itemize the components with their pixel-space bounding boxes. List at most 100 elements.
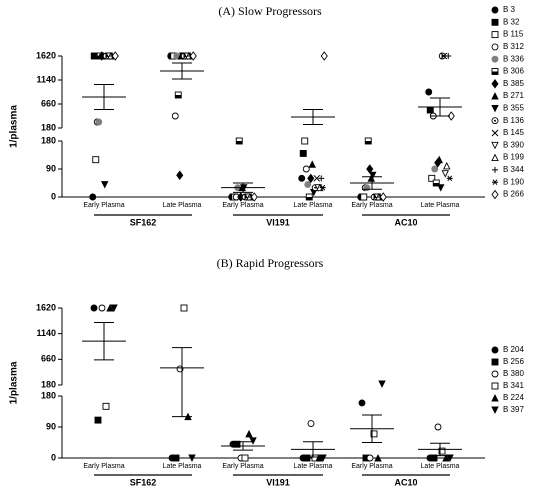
- data-point: [90, 52, 98, 60]
- data-point: [366, 454, 374, 462]
- data-point: [440, 52, 448, 60]
- y-tick-label: 0: [51, 191, 56, 201]
- x-tick-label: Late Plasma: [294, 202, 333, 209]
- legend-label: B 266: [503, 190, 524, 199]
- legend-marker: [491, 6, 499, 14]
- legend-label: B 312: [503, 42, 524, 51]
- marker-shape: [438, 447, 446, 455]
- marker-shape: [491, 129, 499, 137]
- data-point: [110, 304, 118, 313]
- marker-shape: [433, 183, 440, 186]
- data-point: [102, 402, 110, 410]
- data-point: [250, 192, 258, 202]
- error-bar: [233, 182, 253, 193]
- data-point: [446, 175, 453, 182]
- marker-shape: [366, 454, 374, 462]
- legend-label: B 256: [503, 357, 524, 366]
- marker-shape: [428, 174, 436, 182]
- legend-marker: [492, 179, 498, 186]
- legend-label: B 380: [503, 369, 524, 378]
- data-point: [428, 174, 436, 182]
- data-point: [437, 184, 445, 192]
- legend-marker: [491, 92, 499, 100]
- marker-shape: [365, 141, 372, 144]
- error-bar: [172, 347, 192, 418]
- marker-shape: [319, 184, 326, 191]
- error-bar: [362, 176, 382, 190]
- x-tick-label: Early Plasma: [83, 202, 124, 209]
- marker-shape: [303, 454, 311, 462]
- marker-shape: [233, 440, 241, 448]
- marker-shape: [491, 153, 499, 162]
- data-point: [106, 303, 114, 312]
- data-point: [441, 170, 449, 178]
- data-point: [241, 454, 249, 462]
- data-point: [447, 111, 455, 121]
- legend-marker: [491, 31, 499, 39]
- marker-shape: [434, 423, 442, 431]
- marker-shape: [491, 358, 499, 366]
- group-label: VI191: [266, 477, 290, 487]
- marker-shape: [307, 173, 315, 184]
- marker-shape: [245, 429, 253, 438]
- y-tick-label: 1620: [36, 50, 56, 60]
- legend-marker: [491, 153, 499, 162]
- x-tick-label: Early Plasma: [222, 463, 263, 470]
- marker-shape: [435, 155, 443, 164]
- data-point: [92, 156, 100, 164]
- data-point: [304, 181, 312, 189]
- marker-shape: [491, 79, 499, 89]
- data-point: [95, 118, 103, 126]
- data-point: [378, 380, 386, 388]
- marker-shape: [90, 304, 98, 312]
- legend-label: B 204: [503, 345, 524, 354]
- data-point: [171, 112, 179, 120]
- marker-shape: [442, 453, 450, 462]
- marker-shape: [298, 174, 306, 182]
- data-point: [249, 437, 257, 445]
- error-bar: [94, 84, 114, 110]
- marker-shape: [443, 161, 451, 170]
- chart-title: (A) Slow Progressors: [218, 4, 322, 18]
- marker-shape: [494, 119, 496, 122]
- marker-shape: [89, 193, 97, 201]
- legend-marker: [491, 18, 499, 26]
- marker-shape: [314, 186, 317, 189]
- marker-shape: [491, 189, 499, 200]
- data-point: [98, 304, 106, 312]
- marker-shape: [299, 149, 307, 157]
- data-point: [374, 453, 382, 462]
- y-tick-label: 1140: [36, 74, 56, 84]
- error-bar: [362, 414, 382, 443]
- data-point: [438, 447, 446, 455]
- data-point: [431, 165, 439, 173]
- legend-label: B 145: [503, 128, 524, 137]
- legend-marker: [492, 166, 498, 173]
- marker-shape: [379, 192, 387, 202]
- x-tick-label: Early Plasma: [222, 202, 263, 209]
- marker-shape: [445, 53, 452, 59]
- legend-marker: [491, 346, 499, 354]
- data-point: [318, 175, 325, 182]
- data-point: [189, 51, 197, 61]
- data-point: [319, 184, 326, 191]
- data-point: [363, 184, 371, 192]
- data-point: [101, 181, 109, 189]
- legend-label: B 115: [503, 30, 524, 39]
- marker-shape: [101, 181, 109, 189]
- x-tick-label: Late Plasma: [294, 463, 333, 470]
- data-point: [435, 155, 443, 164]
- data-point: [432, 179, 440, 187]
- marker-shape: [491, 382, 499, 390]
- data-point: [425, 88, 433, 96]
- data-point: [174, 91, 182, 99]
- data-point: [430, 454, 438, 462]
- data-point: [172, 454, 180, 462]
- data-point: [445, 53, 452, 59]
- legend-label: B 385: [503, 79, 524, 88]
- x-tick-label: Early Plasma: [83, 463, 124, 470]
- data-point: [308, 160, 316, 168]
- x-tick-label: Late Plasma: [163, 202, 202, 209]
- marker-shape: [304, 181, 312, 189]
- data-point: [176, 170, 184, 180]
